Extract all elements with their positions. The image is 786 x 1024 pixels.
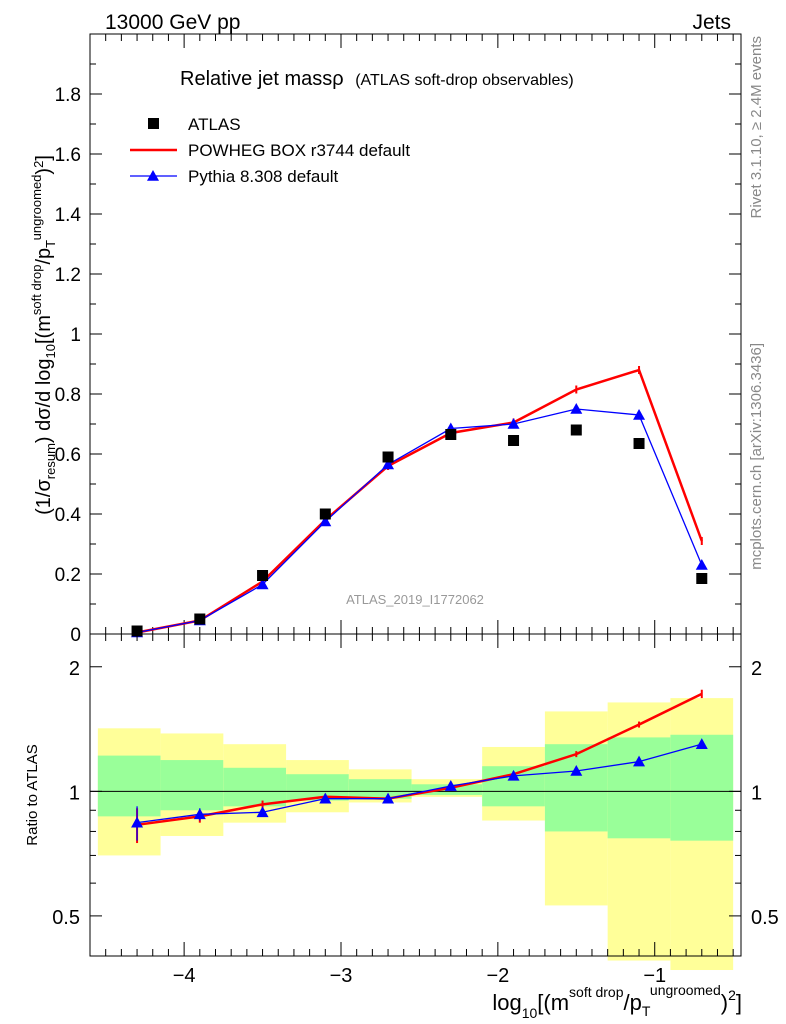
uncertainty-band-inner (670, 734, 734, 841)
ratio-line-pythia (136, 743, 702, 824)
y-tick-label: 1.8 (55, 85, 81, 106)
y-tick-label: 0.8 (55, 385, 81, 406)
legend-marker-pythia (147, 170, 159, 181)
ratio-y-tick-label-right: 2 (751, 658, 762, 680)
y-tick-label: 0.4 (55, 505, 82, 526)
ratio-y-tick-label-right: 0.5 (751, 907, 779, 929)
ratio-panel: −4 −3 −2 −1 0.5 0.5 1 1 2 2 (52, 633, 779, 987)
legend-marker-atlas (148, 118, 159, 129)
uncertainty-band-inner (160, 760, 224, 811)
pythia-point (507, 418, 520, 429)
pythia-point (256, 578, 269, 590)
header-right: Jets (692, 11, 731, 34)
ratio-line-powheg (136, 692, 703, 827)
pythia-point (382, 458, 395, 470)
side-label-mcplots: mcplots.cern.ch [arXiv:1306.3436] (748, 343, 765, 570)
series-line-powheg (136, 368, 703, 634)
y-tick-label: 1 (70, 325, 81, 346)
atlas-point (696, 573, 708, 584)
ratio-pythia-point (193, 808, 206, 820)
uncertainty-band-inner (223, 767, 287, 807)
plot-title-sub: (ATLAS soft-drop observables) (355, 72, 573, 89)
atlas-point (257, 570, 269, 581)
atlas-point (194, 613, 206, 625)
ratio-pythia-point (319, 792, 332, 804)
uncertainty-band-inner (607, 737, 671, 839)
ratio-frame (89, 633, 742, 957)
atlas-point (131, 625, 143, 637)
ratio-y-axis-label: Ratio to ATLAS (24, 744, 41, 845)
x-tick-label: −4 (173, 965, 196, 987)
atlas-point (633, 438, 645, 449)
series-line-pythia (136, 408, 703, 634)
x-axis-label: log10[(msoft drop/pTungroomed)2] (492, 982, 742, 1021)
uncertainty-band-inner (544, 744, 608, 832)
ratio-y-tick-label: 1 (69, 782, 80, 804)
y-tick-label: 1.2 (55, 265, 81, 286)
legend-label: POWHEG BOX r3744 default (188, 141, 410, 160)
x-tick-label: −3 (330, 965, 353, 987)
ratio-pythia-point (131, 816, 144, 828)
y-tick-label: 0.2 (55, 565, 81, 586)
header-left: 13000 GeV pp (105, 11, 240, 34)
atlas-point (319, 508, 331, 520)
ratio-pythia-point (695, 738, 708, 749)
y-tick-label: 1.4 (55, 205, 82, 226)
uncertainty-band-inner (97, 755, 161, 817)
legend-label: ATLAS (188, 115, 241, 134)
atlas-point (570, 424, 582, 436)
y-tick-label: 0 (70, 625, 81, 646)
ratio-pythia-point (444, 780, 457, 791)
ratio-pythia-point (570, 764, 583, 776)
y-tick-label: 0.6 (55, 445, 81, 466)
ratio-pythia-point (507, 769, 520, 781)
x-tick-label: −2 (486, 965, 509, 987)
ratio-pythia-point (256, 806, 269, 818)
atlas-point (382, 451, 394, 463)
watermark: ATLAS_2019_I1772062 (346, 592, 484, 607)
ratio-pythia-point (382, 792, 395, 804)
uncertainty-band-inner (348, 779, 412, 799)
atlas-point (445, 429, 457, 440)
legend-label: Pythia 8.308 default (188, 167, 339, 186)
ratio-y-tick-label: 0.5 (52, 907, 80, 929)
pythia-point (633, 409, 646, 420)
y-tick-label: 1.6 (55, 145, 81, 166)
pythia-point (319, 515, 332, 527)
atlas-point (508, 435, 520, 446)
main-panel: 0 0.2 0.4 0.6 0.8 1 1.2 1.4 1.6 1.8 (55, 33, 742, 646)
pythia-point (695, 559, 708, 570)
ratio-pythia-point (633, 755, 646, 767)
plot-title-main: Relative jet massρ (180, 68, 344, 90)
x-tick-label: −1 (643, 965, 666, 987)
plot-title: Relative jet massρ (ATLAS soft-drop obse… (180, 68, 574, 90)
pythia-point (570, 403, 583, 414)
ratio-y-tick-label-right: 1 (751, 782, 762, 804)
ratio-y-tick-label: 2 (69, 658, 80, 680)
legend: ATLAS POWHEG BOX r3744 default Pythia 8.30… (130, 115, 410, 186)
side-label-rivet: Rivet 3.1.10, ≥ 2.4M events (748, 36, 765, 219)
